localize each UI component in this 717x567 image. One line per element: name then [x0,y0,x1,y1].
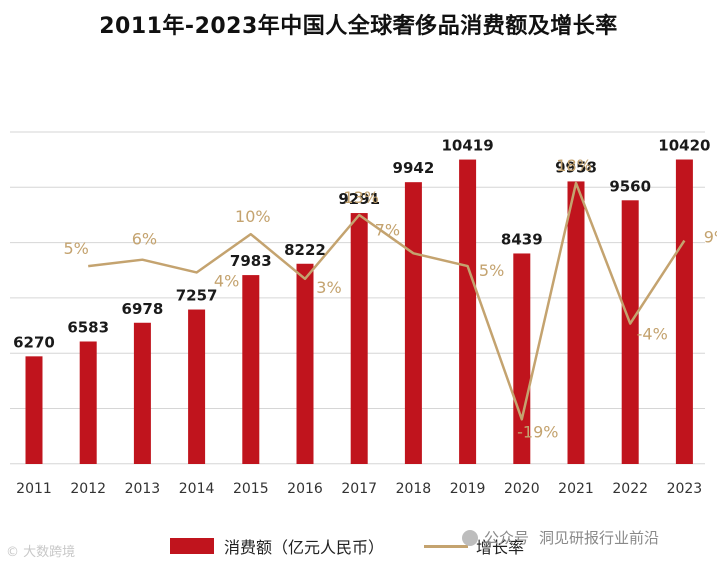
watermark-prefix: 公众号 [484,529,530,547]
legend-bar-swatch [170,538,214,554]
x-tick-label-2011: 2011 [16,481,52,497]
bar-2013 [133,322,151,464]
bar-2021 [567,181,585,464]
growth-label-2018: 7% [375,220,400,239]
bar-value-label-2019: 10419 [442,137,494,155]
legend-line-label: 增长率 [476,538,525,557]
legend: 消费额（亿元人民币） 增长率 [170,534,524,558]
x-tick-label-2023: 2023 [667,481,703,497]
bar-value-label-2021: 9958 [555,158,597,176]
growth-label-2022: -4% [637,325,668,344]
bar-2017 [350,213,368,464]
x-tick-label-2019: 2019 [450,481,486,497]
x-tick-label-2016: 2016 [287,481,323,497]
bar-value-label-2022: 9560 [609,177,651,195]
growth-label-2016: 3% [316,278,341,297]
growth-label-2020: -19% [517,422,558,441]
bar-value-label-2023: 10420 [658,137,710,155]
bar-2023 [675,159,693,464]
wechat-icon [462,529,478,546]
x-tick-label-2020: 2020 [504,481,540,497]
bar-2011 [25,356,43,464]
bar-value-label-2013: 6978 [122,300,164,318]
growth-label-2021: 18% [556,156,592,175]
growth-label-2023: 9% [704,228,717,247]
bar-2019 [459,159,477,464]
bar-value-label-2014: 7257 [176,287,218,305]
x-tick-label-2021: 2021 [558,481,594,497]
bar-value-label-2018: 9942 [393,159,435,177]
bar-value-label-2015: 7983 [230,252,272,270]
x-tick-label-2015: 2015 [233,481,269,497]
x-tick-label-2012: 2012 [70,481,106,497]
growth-line [88,181,686,421]
x-tick-label-2022: 2022 [612,481,648,497]
chart-title: 2011年-2023年中国人全球奢侈品消费额及增长率 [99,14,618,39]
bar-value-label-2011: 6270 [13,333,55,351]
bar-2012 [79,341,97,464]
bar-2016 [296,263,314,464]
growth-label-2013: 6% [132,230,157,249]
bar-2018 [404,182,422,464]
x-tick-label-2013: 2013 [125,481,161,497]
growth-label-2012: 5% [64,239,89,258]
bar-series [25,159,693,464]
bar-2020 [513,253,531,464]
watermark-right: 公众号 洞见研报行业前沿 [462,527,659,548]
x-tick-label-2017: 2017 [341,481,377,497]
bar-2022 [621,200,639,464]
bar-value-label-2012: 6583 [67,318,109,336]
growth-label-2019: 5% [479,261,504,280]
growth-line-series [88,181,686,421]
bar-value-label-2016: 8222 [284,241,326,259]
legend-line-swatch [424,544,469,548]
bar-2015 [242,275,260,464]
x-tick-label-2014: 2014 [179,481,215,497]
growth-label-2017: 13% [343,188,379,207]
x-axis: 2011 2012 2013 2014 2015 2016 2017 2018 2019 2020… [16,481,702,497]
bar-value-label-2020: 8439 [501,230,543,248]
growth-label-2014: 4% [214,271,239,290]
legend-bar-label: 消费额（亿元人民币） [224,538,385,557]
growth-label-2015: 10% [235,207,271,226]
watermark-text: 洞见研报行业前沿 [539,529,660,547]
bar-value-label-2017: 9291 [338,190,380,208]
bar-2014 [188,309,206,464]
watermark-left: © 大数跨境 [6,545,76,560]
data-labels: 6270 6583 6978 7257 7983 8222 9291 9942 10419 843… [13,137,717,442]
x-tick-label-2018: 2018 [396,481,432,497]
